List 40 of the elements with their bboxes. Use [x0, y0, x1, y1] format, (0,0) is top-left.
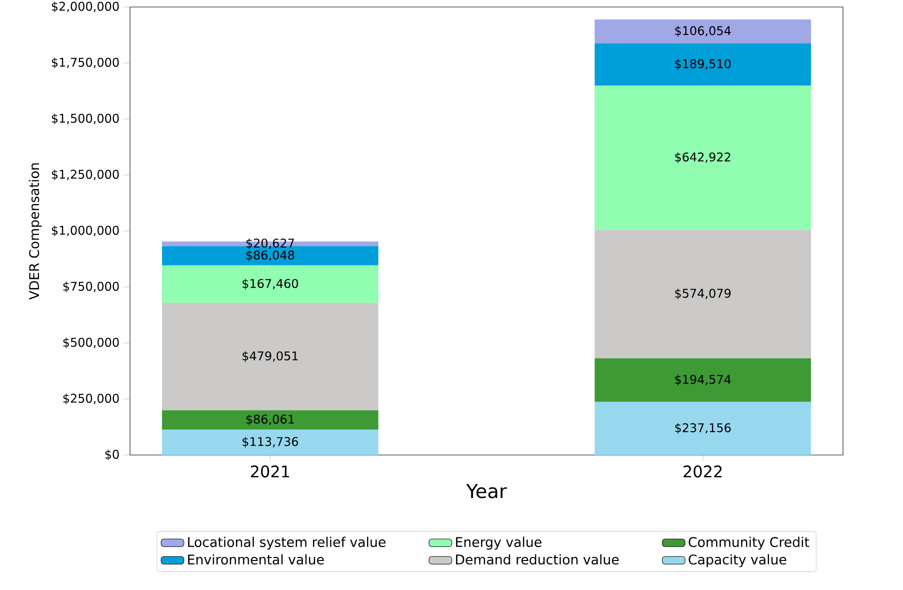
x-axis-title: Year [466, 484, 507, 498]
data-label: $113,736 [242, 436, 298, 448]
data-label: $189,510 [675, 59, 731, 70]
legend-label: Locational system relief value [188, 536, 386, 550]
x-tick-label: 2021 [250, 465, 290, 478]
y-axis-title: VDER Compensation [28, 163, 42, 300]
x-tick-label: 2022 [684, 465, 722, 478]
bar [162, 302, 378, 410]
data-label: $106,054 [675, 26, 731, 37]
bar [162, 265, 378, 303]
data-label: $237,156 [675, 422, 731, 434]
bar [162, 410, 378, 430]
bar [594, 230, 811, 358]
bar [594, 43, 811, 86]
data-label: $167,460 [242, 278, 298, 290]
bar [594, 402, 811, 455]
data-label: $86,048 [246, 250, 294, 262]
y-tick-label: $2,000,000 [52, 2, 119, 12]
legend-label: Capacity value [688, 554, 786, 568]
data-label: $479,051 [242, 351, 298, 362]
data-label: $574,079 [675, 288, 731, 300]
legend-label: Environmental value [188, 554, 324, 565]
data-label: $642,922 [675, 152, 730, 164]
y-tick-label: $750,000 [63, 282, 119, 292]
y-tick-label: $250,000 [63, 394, 119, 404]
y-tick-label: $0 [105, 450, 119, 460]
y-tick-label: $1,750,000 [52, 58, 119, 68]
bar [594, 19, 811, 44]
data-label: $86,061 [246, 414, 294, 426]
bar [594, 358, 811, 402]
y-tick-label: $500,000 [63, 338, 119, 348]
legend-label: Demand reduction value [456, 554, 619, 565]
legend-label: Community Credit [688, 536, 810, 550]
bar [594, 86, 811, 230]
bar [162, 430, 378, 455]
data-label: $194,574 [675, 374, 731, 386]
legend-label: Energy value [456, 536, 542, 550]
y-tick-label: $1,500,000 [52, 114, 119, 124]
y-tick-label: $1,250,000 [52, 170, 119, 180]
y-tick-label: $1,000,000 [52, 226, 119, 236]
